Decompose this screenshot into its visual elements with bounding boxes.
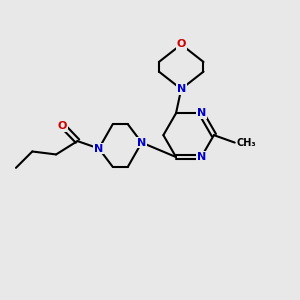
Text: N: N bbox=[177, 84, 186, 94]
Text: N: N bbox=[137, 138, 146, 148]
Text: O: O bbox=[176, 40, 186, 50]
Text: O: O bbox=[58, 121, 67, 130]
Text: N: N bbox=[94, 143, 104, 154]
Text: N: N bbox=[196, 152, 206, 162]
Text: N: N bbox=[196, 108, 206, 118]
Text: CH₃: CH₃ bbox=[236, 138, 256, 148]
